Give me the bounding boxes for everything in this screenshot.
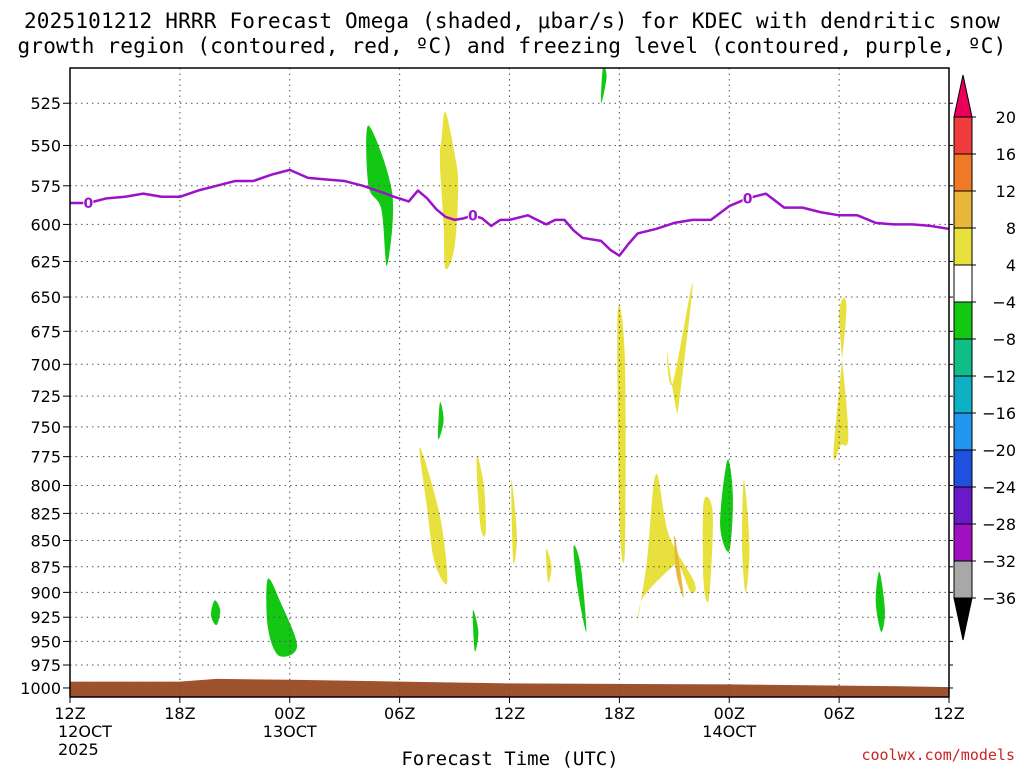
omega-region — [266, 578, 298, 657]
colorbar-swatch — [953, 412, 973, 451]
y-tick-label: 625 — [30, 252, 61, 271]
x-tick-label: 12Z — [933, 704, 964, 723]
omega-region — [476, 455, 486, 537]
x-tick-label: 12Z — [54, 704, 85, 723]
colorbar-label: −12 — [982, 367, 1016, 386]
colorbar-swatch — [953, 449, 973, 488]
colorbar-swatch — [953, 338, 973, 377]
colorbar-swatch — [953, 116, 973, 155]
y-tick-label: 575 — [30, 177, 61, 196]
colorbar-swatch — [953, 523, 973, 562]
x-tick-label: 13OCT — [263, 722, 317, 741]
omega-region — [742, 479, 750, 593]
x-tick-label: 06Z — [384, 704, 415, 723]
omega-region — [573, 545, 587, 633]
colorbar-swatch — [953, 560, 973, 599]
colorbar-label: 4 — [1006, 256, 1016, 275]
colorbar-label: −28 — [982, 515, 1016, 534]
omega-region — [472, 609, 479, 652]
freezing-level-label: 0 — [83, 196, 93, 212]
colorbar-swatch — [953, 486, 973, 525]
omega-region — [545, 548, 552, 583]
ground-terrain — [70, 678, 949, 697]
freezing-level-label: 0 — [468, 208, 478, 224]
colorbar-label: 8 — [1006, 219, 1016, 238]
y-tick-label: 700 — [30, 355, 61, 374]
colorbar-label: 12 — [996, 182, 1016, 201]
x-axis-title: Forecast Time (UTC) — [401, 748, 618, 768]
freezing-level-label-bg — [467, 207, 478, 223]
y-tick-label: 1000 — [20, 679, 61, 698]
y-tick-label: 550 — [30, 136, 61, 155]
y-tick-label: 850 — [30, 531, 61, 550]
x-tick-label: 00Z — [274, 704, 305, 723]
y-tick-label: 750 — [30, 418, 61, 437]
omega-region — [439, 111, 459, 270]
plot-area: 0 0 0 525 550 575 600 625 650 675 700 725 750 775 800 8… — [20, 67, 965, 759]
x-tick-label: 18Z — [604, 704, 635, 723]
colorbar-label: −36 — [982, 589, 1016, 608]
freezing-level-label-bg — [742, 190, 753, 206]
y-tick-label: 825 — [30, 504, 61, 523]
omega-region — [637, 473, 696, 624]
omega-region — [511, 479, 517, 564]
freezing-level-line — [70, 168, 949, 257]
y-tick-label: 650 — [30, 288, 61, 307]
plot-content: 0 0 0 — [70, 68, 949, 697]
x-tick-label: 12Z — [494, 704, 525, 723]
omega-region — [419, 447, 448, 585]
y-tick-label: 925 — [30, 608, 61, 627]
y-tick-label: 600 — [30, 215, 61, 234]
omega-region — [210, 600, 221, 626]
omega-region — [875, 571, 885, 632]
x-tick-label: 12OCT — [58, 722, 112, 741]
x-tick-label: 00Z — [714, 704, 745, 723]
omega-region — [437, 401, 444, 440]
y-tick-label: 875 — [30, 558, 61, 577]
colorbar-top-arrow — [953, 74, 973, 118]
omega-region — [702, 496, 713, 603]
y-tick-label: 950 — [30, 632, 61, 651]
colorbar-bottom-arrow — [953, 597, 973, 641]
colorbar-label: −4 — [992, 293, 1016, 312]
omega-region — [600, 68, 607, 104]
colorbar-label: 16 — [996, 145, 1016, 164]
y-tick-label: 675 — [30, 322, 61, 341]
credit-text: coolwx.com/models — [861, 746, 1015, 764]
chart-title-line-1: 2025101212 HRRR Forecast Omega (shaded, … — [23, 9, 1001, 33]
chart-title-line-2: growth region (contoured, red, ºC) and f… — [17, 34, 1007, 58]
x-tick-label: 06Z — [823, 704, 854, 723]
omega-region — [666, 282, 693, 414]
y-tick-label: 775 — [30, 448, 61, 467]
omega-region — [366, 125, 394, 266]
colorbar-swatch — [953, 190, 973, 229]
y-tick-label: 800 — [30, 476, 61, 495]
freezing-level-label: 0 — [743, 191, 753, 207]
omega-region — [833, 297, 849, 460]
colorbar-swatch — [953, 375, 973, 414]
colorbar-swatch — [953, 301, 973, 340]
y-tick-label: 525 — [30, 94, 61, 113]
colorbar-label: −8 — [992, 330, 1016, 349]
colorbar-label: −24 — [982, 478, 1016, 497]
x-tick-label: 14OCT — [702, 722, 756, 741]
colorbar: 20 16 12 8 4 −4 −8 −12 −16 −20 −24 −28 −32 −36 — [953, 74, 1016, 641]
freezing-level-label-bg — [83, 194, 94, 210]
colorbar-label: 20 — [996, 108, 1016, 127]
colorbar-swatch — [953, 264, 973, 303]
x-tick-label: 18Z — [164, 704, 195, 723]
omega-region — [720, 459, 733, 552]
colorbar-label: −16 — [982, 404, 1016, 423]
colorbar-label: −20 — [982, 441, 1016, 460]
y-tick-label: 900 — [30, 583, 61, 602]
y-tick-label: 975 — [30, 656, 61, 675]
y-tick-label: 725 — [30, 387, 61, 406]
omega-region — [674, 535, 684, 598]
colorbar-swatch — [953, 153, 973, 192]
omega-region — [617, 304, 626, 564]
colorbar-swatch — [953, 227, 973, 266]
x-tick-label: 2025 — [58, 740, 99, 759]
colorbar-label: −32 — [982, 552, 1016, 571]
